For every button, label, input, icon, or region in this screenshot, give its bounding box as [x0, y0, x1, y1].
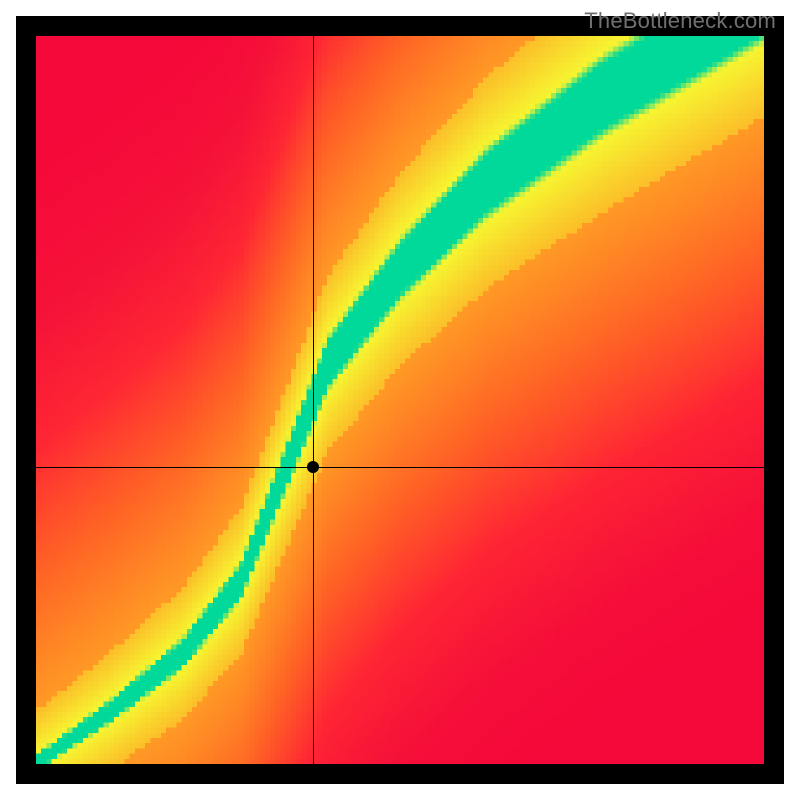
- chart-container: TheBottleneck.com: [0, 0, 800, 800]
- bottleneck-heatmap: [36, 36, 764, 764]
- crosshair-horizontal: [36, 467, 764, 468]
- watermark-label: TheBottleneck.com: [584, 8, 776, 34]
- crosshair-marker: [307, 461, 319, 473]
- crosshair-vertical: [313, 36, 314, 764]
